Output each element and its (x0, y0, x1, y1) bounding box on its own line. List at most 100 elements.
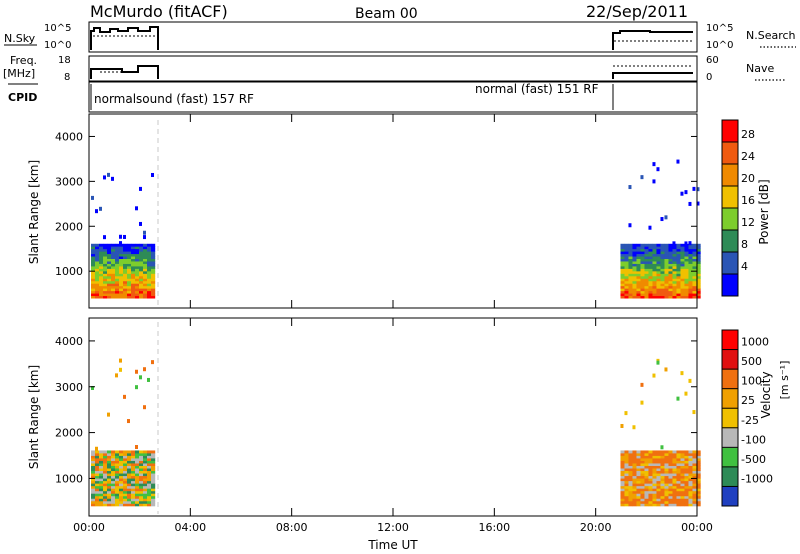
echo-cell (648, 455, 653, 459)
echo-cell (652, 473, 657, 477)
echo-cell (664, 248, 669, 252)
echo-cell (123, 278, 128, 282)
echo-cell (103, 285, 108, 289)
echo-cell (127, 455, 132, 459)
echo-cell (632, 263, 637, 267)
echo-cell (652, 253, 657, 257)
echo-cell (151, 450, 156, 454)
echo-cell (656, 256, 661, 260)
echo-cell (103, 463, 108, 466)
echo-cell (696, 283, 701, 287)
echo-cell (107, 498, 112, 502)
echo-cell (648, 458, 653, 461)
echo-cell (684, 488, 689, 492)
echo-cell (131, 258, 136, 262)
sky-left-label: N.Sky (4, 32, 36, 45)
echo-cell (628, 268, 633, 272)
echo-cell (620, 263, 625, 267)
echo-cell (139, 452, 144, 456)
echo-cell (624, 463, 629, 466)
echo-cell (628, 498, 633, 502)
echo-cell (628, 223, 632, 228)
echo-cell (692, 450, 697, 454)
echo-cell (127, 493, 132, 497)
echo-cell (99, 248, 104, 252)
echo-cell (107, 485, 112, 489)
echo-cell (624, 452, 629, 456)
echo-cell (99, 288, 104, 292)
echo-cell (676, 263, 681, 267)
echo-cell (115, 283, 120, 287)
echo-cell (672, 450, 677, 454)
echo-cell (95, 470, 100, 474)
echo-cell (668, 275, 673, 279)
echo-cell (131, 251, 136, 255)
echo-cell (107, 468, 112, 472)
echo-cell (696, 485, 701, 489)
echo-cell (103, 500, 108, 504)
echo-cell (672, 478, 677, 482)
echo-cell (676, 493, 681, 497)
echo-cell (95, 465, 100, 469)
echo-cell (656, 251, 661, 255)
echo-cell (656, 288, 661, 292)
echo-cell (620, 470, 625, 474)
echo-cell (632, 253, 637, 257)
echo-cell (127, 473, 132, 477)
echo-cell (672, 458, 677, 461)
echo-cell (660, 263, 665, 267)
echo-cell (696, 488, 701, 492)
echo-cell (664, 295, 669, 299)
echo-cell (91, 253, 96, 257)
echo-cell (123, 295, 128, 299)
echo-cell (644, 268, 649, 272)
echo-cell (688, 295, 693, 299)
echo-cell (95, 475, 100, 479)
echo-cell (115, 273, 120, 277)
echo-cell (95, 490, 100, 494)
echo-cell (680, 478, 685, 482)
cpid-segment-1: normalsound (fast) 157 RF (94, 92, 254, 106)
echo-cell (99, 285, 104, 289)
echo-cell (143, 405, 146, 410)
echo-cell (111, 290, 116, 294)
echo-cell (628, 503, 633, 507)
echo-cell (119, 266, 124, 269)
echo-cell (680, 490, 685, 494)
echo-cell (95, 280, 100, 284)
echo-cell (135, 261, 140, 264)
echo-cell (636, 285, 641, 289)
echo-cell (111, 473, 116, 477)
echo-cell (632, 278, 637, 282)
echo-cell (652, 483, 657, 487)
echo-cell (91, 473, 96, 477)
echo-cell (139, 251, 144, 255)
echo-cell (688, 450, 693, 454)
echo-cell (640, 293, 645, 297)
echo-cell (620, 490, 625, 494)
freq-left-label-1: Freq. (10, 54, 37, 67)
echo-cell (692, 455, 697, 459)
echo-cell (652, 460, 657, 464)
echo-cell (692, 473, 697, 477)
echo-cell (644, 460, 649, 464)
echo-cell (696, 266, 701, 269)
echo-cell (111, 266, 116, 269)
echo-cell (648, 225, 652, 230)
echo-cell (111, 270, 116, 274)
echo-cell (135, 258, 140, 262)
echo-cell (684, 503, 689, 507)
echo-cell (135, 452, 140, 456)
echo-cell (652, 480, 657, 484)
echo-cell (119, 290, 124, 294)
echo-cell (680, 251, 685, 255)
echo-cell (127, 465, 132, 469)
echo-cell (628, 278, 633, 282)
echo-cell (632, 261, 637, 264)
echo-cell (696, 503, 701, 507)
echo-cell (640, 495, 645, 499)
echo-cell (620, 258, 625, 262)
echo-cell (139, 293, 144, 297)
echo-cell (640, 246, 645, 250)
echo-cell (648, 483, 653, 487)
